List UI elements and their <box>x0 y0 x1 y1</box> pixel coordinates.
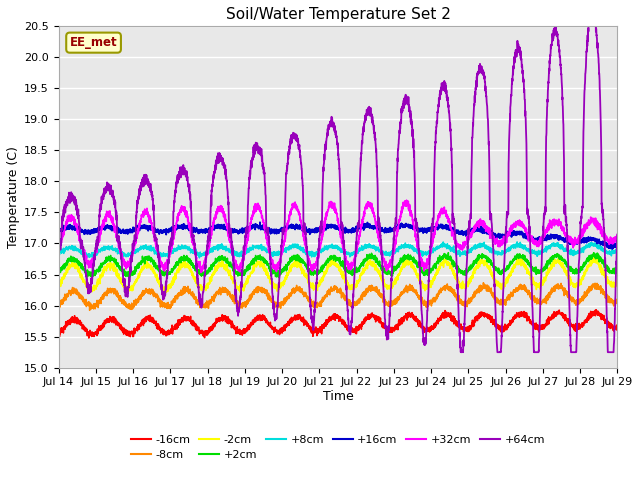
Text: EE_met: EE_met <box>70 36 117 49</box>
Y-axis label: Temperature (C): Temperature (C) <box>7 146 20 248</box>
Legend: -16cm, -8cm, -2cm, +2cm, +8cm, +16cm, +32cm, +64cm: -16cm, -8cm, -2cm, +2cm, +8cm, +16cm, +3… <box>126 430 550 465</box>
X-axis label: Time: Time <box>323 390 353 403</box>
Title: Soil/Water Temperature Set 2: Soil/Water Temperature Set 2 <box>225 7 451 22</box>
